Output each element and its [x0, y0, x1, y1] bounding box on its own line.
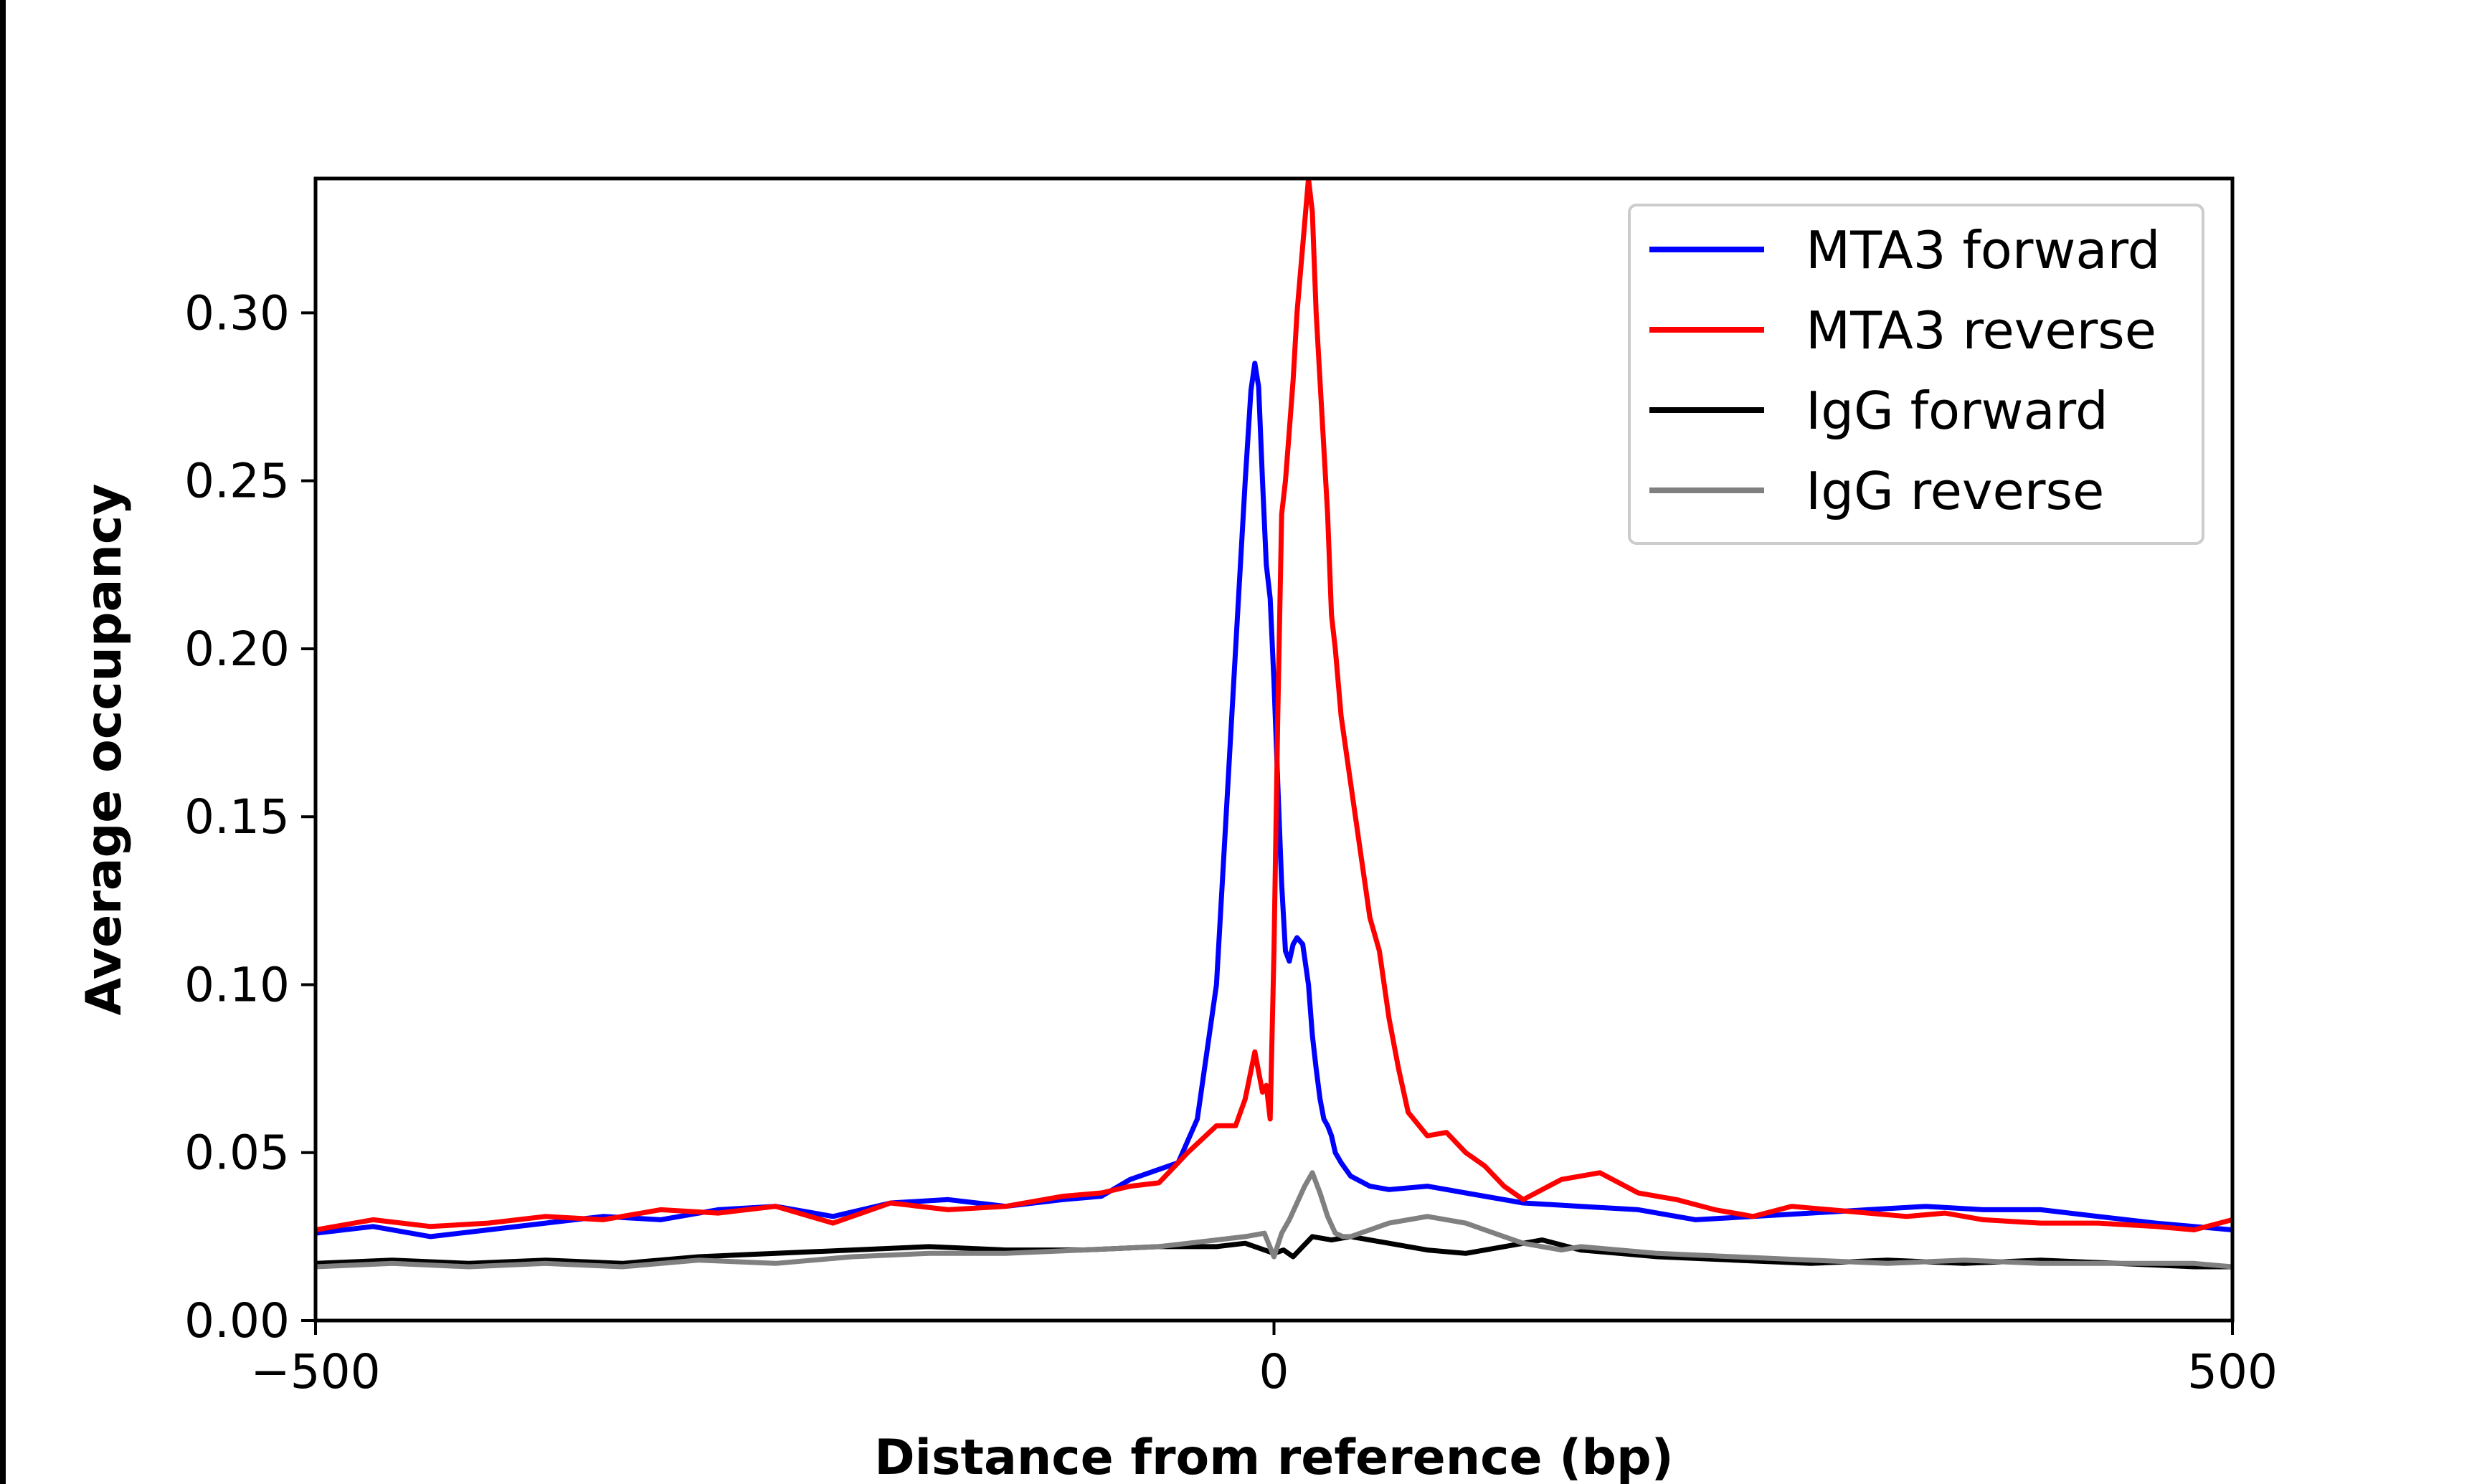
- legend-label: MTA3 reverse: [1806, 300, 2156, 361]
- y-tick-label: 0.10: [184, 957, 290, 1012]
- left-border-bar: [0, 0, 6, 1484]
- x-tick-label: 500: [2187, 1344, 2278, 1399]
- x-tick-label: 0: [1259, 1344, 1289, 1399]
- y-axis: 0.00 0.05 0.10 0.15 0.20 0.25 0.30: [184, 285, 316, 1349]
- x-axis-title: Distance from reference (bp): [874, 1430, 1674, 1484]
- series-line-igg-forward: [316, 1234, 2232, 1270]
- series-line-mta3-forward: [316, 361, 2232, 1240]
- y-tick-label: 0.00: [184, 1293, 290, 1349]
- legend-box: [1628, 204, 2204, 545]
- x-axis: −500 0 500: [250, 1321, 2278, 1399]
- series-line-igg-reverse: [316, 1170, 2232, 1270]
- y-tick-label: 0.05: [184, 1126, 290, 1181]
- x-tick-label: −500: [250, 1344, 380, 1399]
- y-tick-label: 0.15: [184, 789, 290, 845]
- legend: MTA3 forward MTA3 reverse IgG forward IgG r…: [1628, 204, 2204, 545]
- y-tick-label: 0.30: [184, 285, 290, 341]
- legend-label: IgG forward: [1806, 381, 2108, 441]
- series-layer: [316, 179, 2232, 1270]
- y-tick-label: 0.25: [184, 454, 290, 509]
- y-axis-title: Average occupancy: [76, 484, 133, 1016]
- series-line-mta3-reverse: [316, 179, 2232, 1232]
- legend-label: IgG reverse: [1806, 461, 2104, 521]
- y-tick-label: 0.20: [184, 622, 290, 677]
- legend-label: MTA3 forward: [1806, 220, 2161, 280]
